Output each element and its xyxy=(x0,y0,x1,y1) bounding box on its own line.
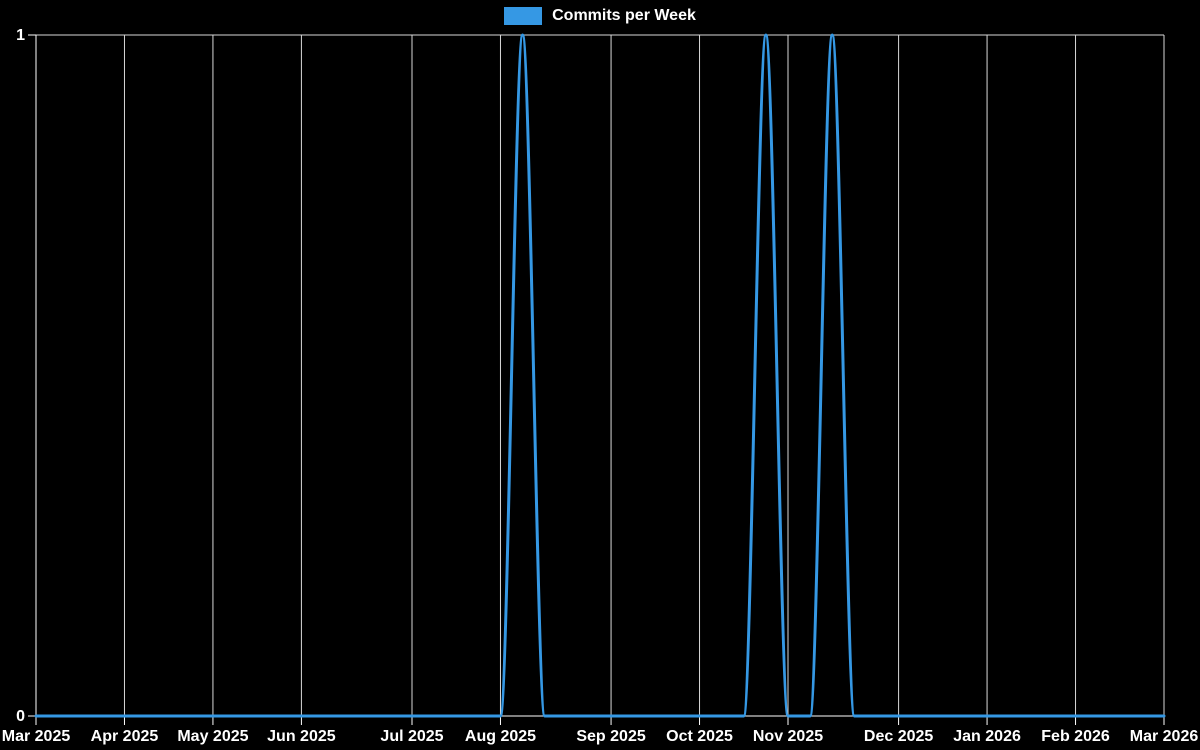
y-axis-label: 0 xyxy=(16,708,25,725)
x-axis-label: Apr 2025 xyxy=(91,728,159,745)
x-axis-label: Sep 2025 xyxy=(576,728,645,745)
y-axis-label: 1 xyxy=(16,27,25,44)
x-axis-label: Nov 2025 xyxy=(753,728,823,745)
x-axis-label: May 2025 xyxy=(177,728,248,745)
x-axis-label: Aug 2025 xyxy=(465,728,536,745)
x-axis-label: Jul 2025 xyxy=(380,728,443,745)
commits-line-series xyxy=(34,33,1166,718)
x-axis-label: Dec 2025 xyxy=(864,728,933,745)
x-axis-label: Mar 2026 xyxy=(1130,728,1199,745)
x-axis-label: Oct 2025 xyxy=(666,728,733,745)
x-axis-label: Feb 2026 xyxy=(1041,728,1110,745)
legend-swatch xyxy=(504,7,543,25)
legend-label: Commits per Week xyxy=(552,7,696,24)
x-axis-label: Jun 2025 xyxy=(267,728,336,745)
x-axis-label: Mar 2025 xyxy=(2,728,71,745)
legend-item[interactable]: Commits per Week xyxy=(0,7,1200,25)
x-axis-label: Jan 2026 xyxy=(953,728,1021,745)
